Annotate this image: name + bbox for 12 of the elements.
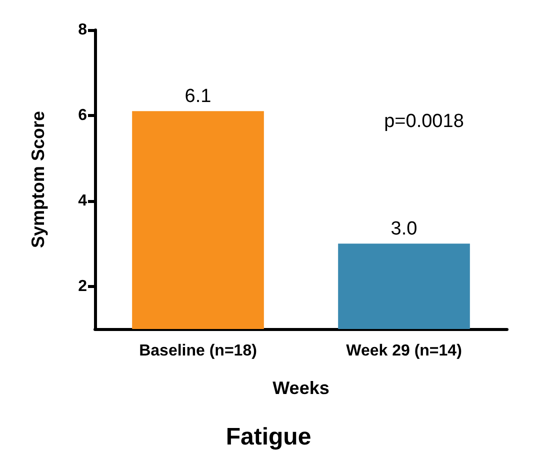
- y-tick-label: 6: [78, 106, 88, 124]
- data-label: 3.0: [390, 218, 418, 240]
- y-tick-label: 4: [78, 192, 88, 210]
- annotation: p=0.0018: [384, 111, 464, 132]
- text: Fatigue: [226, 424, 312, 450]
- x-axis-title: Weeks: [272, 378, 330, 398]
- y-tick-label: 2: [78, 278, 88, 295]
- x-tick-label: Week 29 (n=14): [346, 342, 462, 360]
- data-label: 6.1: [184, 86, 212, 108]
- y-tick-label: 8: [78, 22, 88, 38]
- y-axis-title: Symptom Score: [28, 110, 48, 248]
- x-tick-label: Baseline (n=18): [139, 342, 257, 360]
